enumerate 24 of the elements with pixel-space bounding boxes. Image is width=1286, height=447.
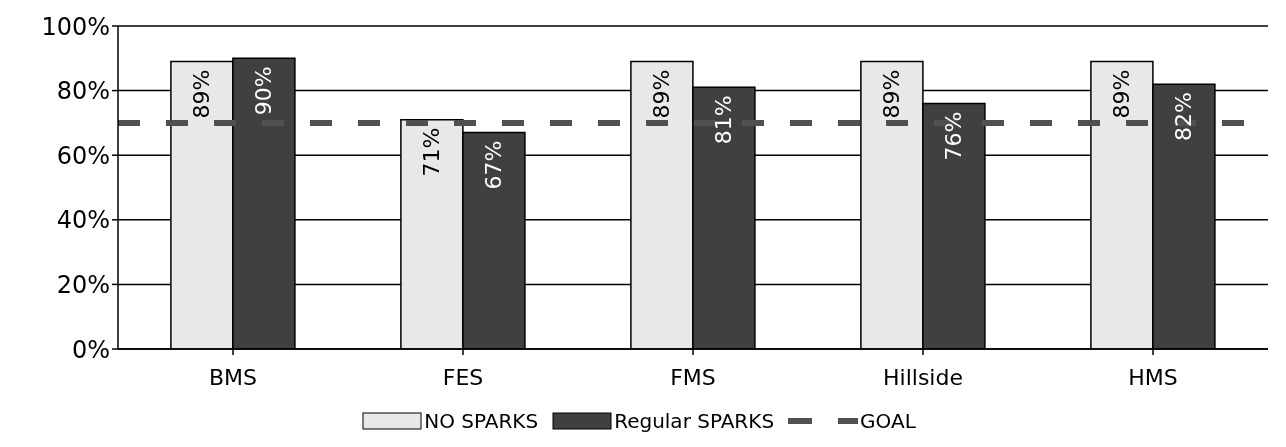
- data-label: 81%: [711, 95, 737, 145]
- data-label: 90%: [251, 66, 277, 116]
- x-tick-label: HMS: [1128, 364, 1178, 390]
- data-label: 76%: [941, 111, 967, 161]
- legend-label: GOAL: [860, 409, 916, 433]
- x-tick-label: FES: [442, 364, 484, 390]
- data-label: 71%: [419, 127, 445, 177]
- y-tick-label: 40%: [56, 206, 110, 235]
- data-label: 89%: [649, 69, 675, 119]
- legend-label: Regular SPARKS: [614, 409, 775, 433]
- y-tick-label: 0%: [71, 335, 110, 364]
- x-tick-label: Hillside: [883, 364, 963, 390]
- x-tick-label: BMS: [208, 364, 258, 390]
- data-label: 82%: [1171, 92, 1197, 142]
- data-label: 89%: [879, 69, 905, 119]
- data-label: 67%: [481, 140, 507, 190]
- y-tick-label: 60%: [56, 141, 110, 170]
- x-tick-label: FMS: [670, 364, 716, 390]
- data-label: 89%: [189, 69, 215, 119]
- legend-label: NO SPARKS: [424, 409, 539, 433]
- data-label: 89%: [1109, 69, 1135, 119]
- y-tick-label: 100%: [41, 12, 110, 41]
- y-tick-label: 80%: [56, 77, 110, 106]
- y-tick-label: 20%: [56, 270, 110, 299]
